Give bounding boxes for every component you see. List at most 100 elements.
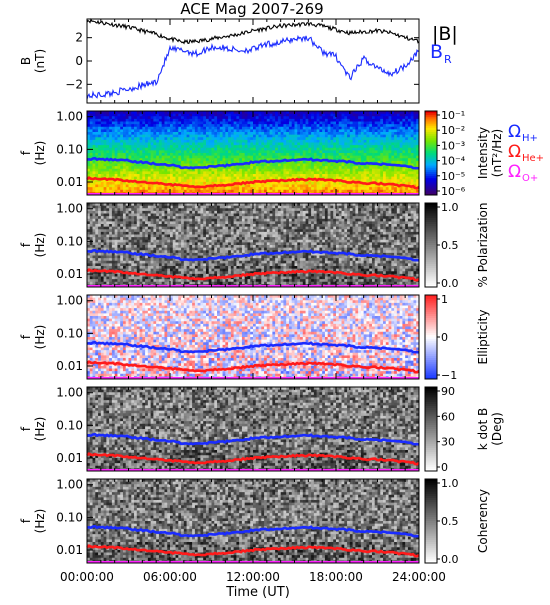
spectrogram-cell xyxy=(261,164,264,167)
spectrogram-cell xyxy=(297,182,300,185)
spectrogram-cell xyxy=(115,263,118,266)
spectrogram-cell xyxy=(308,187,311,190)
spectrogram-cell xyxy=(353,132,356,135)
spectrogram-cell xyxy=(306,114,309,117)
spectrogram-cell xyxy=(95,277,98,280)
spectrogram-cell xyxy=(369,122,372,125)
spectrogram-cell xyxy=(253,132,256,135)
spectrogram-cell xyxy=(314,150,317,153)
spectrogram-cell xyxy=(217,169,220,172)
spectrogram-cell xyxy=(295,148,298,151)
spectrogram-cell xyxy=(314,164,317,167)
spectrogram-cell xyxy=(325,164,328,167)
spectrogram-cell xyxy=(117,227,120,230)
spectrogram-cell xyxy=(203,174,206,177)
spectrogram-cell xyxy=(239,171,242,174)
spectrogram-cell xyxy=(413,129,416,132)
spectrogram-cell xyxy=(325,116,328,119)
spectrogram-cell xyxy=(148,261,151,264)
spectrogram-cell xyxy=(95,214,98,217)
spectrogram-cell xyxy=(159,129,162,132)
spectrogram-cell xyxy=(203,150,206,153)
spectrogram-cell xyxy=(231,179,234,182)
spectrogram-cell xyxy=(344,129,347,132)
spectrogram-cell xyxy=(134,216,137,219)
spectrogram-cell xyxy=(162,250,165,253)
spectrogram-cell xyxy=(212,140,215,143)
spectrogram-cell xyxy=(283,135,286,138)
spectrogram-cell xyxy=(253,164,256,167)
spectrogram-cell xyxy=(361,137,364,140)
spectrogram-cell xyxy=(101,169,104,172)
spectrogram-cell xyxy=(391,150,394,153)
spectrogram-cell xyxy=(123,263,126,266)
spectrogram-cell xyxy=(173,143,176,146)
spectrogram-cell xyxy=(167,250,170,253)
spectrogram-cell xyxy=(212,150,215,153)
spectrogram-cell xyxy=(112,266,115,269)
spectrogram-cell xyxy=(90,166,93,169)
spectrogram-cell xyxy=(297,129,300,132)
spectrogram-cell xyxy=(295,153,298,156)
spectrogram-cell xyxy=(361,169,364,172)
spectrogram-cell xyxy=(372,171,375,174)
spectrogram-cell xyxy=(389,122,392,125)
spectrogram-cell xyxy=(378,137,381,140)
spectrogram-cell xyxy=(104,153,107,156)
spectrogram-cell xyxy=(162,158,165,161)
spectrogram-cell xyxy=(184,127,187,130)
spectrogram-cell xyxy=(148,237,151,240)
spectrogram-cell xyxy=(342,150,345,153)
spectrogram-cell xyxy=(156,114,159,117)
spectrogram-cell xyxy=(400,119,403,122)
spectrogram-cell xyxy=(275,187,278,190)
spectrogram-cell xyxy=(394,150,397,153)
spectrogram-cell xyxy=(353,166,356,169)
spectrogram-cell xyxy=(140,129,143,132)
spectrogram-cell xyxy=(375,177,378,180)
spectrogram-cell xyxy=(358,148,361,151)
spectrogram-cell xyxy=(95,164,98,167)
spectrogram-cell xyxy=(275,171,278,174)
spectrogram-cell xyxy=(378,140,381,143)
spectrogram-cell xyxy=(167,266,170,269)
spectrogram-cell xyxy=(217,187,220,190)
spectrogram-cell xyxy=(120,169,123,172)
spectrogram-cell xyxy=(209,116,212,119)
spectrogram-cell xyxy=(389,174,392,177)
spectrogram-cell xyxy=(93,119,96,122)
spectrogram-cell xyxy=(339,148,342,151)
spectrogram-cell xyxy=(195,156,198,159)
spectrogram-cell xyxy=(231,140,234,143)
spectrogram-cell xyxy=(225,187,228,190)
spectrogram-cell xyxy=(176,150,179,153)
spectrogram-cell xyxy=(259,143,262,146)
spectrogram-cell xyxy=(140,269,143,272)
spectrogram-cell xyxy=(378,132,381,135)
spectrogram-cell xyxy=(375,122,378,125)
spectrogram-cell xyxy=(93,237,96,240)
spectrogram-cell xyxy=(167,269,170,272)
spectrogram-cell xyxy=(339,114,342,117)
spectrogram-cell xyxy=(308,114,311,117)
spectrogram-cell xyxy=(148,166,151,169)
spectrogram-cell xyxy=(126,156,129,159)
spectrogram-cell xyxy=(342,171,345,174)
spectrogram-cell xyxy=(261,156,264,159)
spectrogram-cell xyxy=(319,132,322,135)
spectrogram-cell xyxy=(95,253,98,256)
spectrogram-cell xyxy=(93,185,96,188)
spectrogram-cell xyxy=(372,187,375,190)
spectrogram-cell xyxy=(106,227,109,230)
spectrogram-cell xyxy=(397,145,400,148)
spectrogram-cell xyxy=(325,190,328,193)
spectrogram-cell xyxy=(145,135,148,138)
spectrogram-cell xyxy=(358,119,361,122)
spectrogram-cell xyxy=(153,219,156,222)
spectrogram-cell xyxy=(228,129,231,132)
spectrogram-cell xyxy=(112,235,115,238)
spectrogram-cell xyxy=(394,169,397,172)
spectrogram-cell xyxy=(342,166,345,169)
spectrogram-cell xyxy=(151,250,154,253)
spectrogram-cell xyxy=(275,114,278,117)
